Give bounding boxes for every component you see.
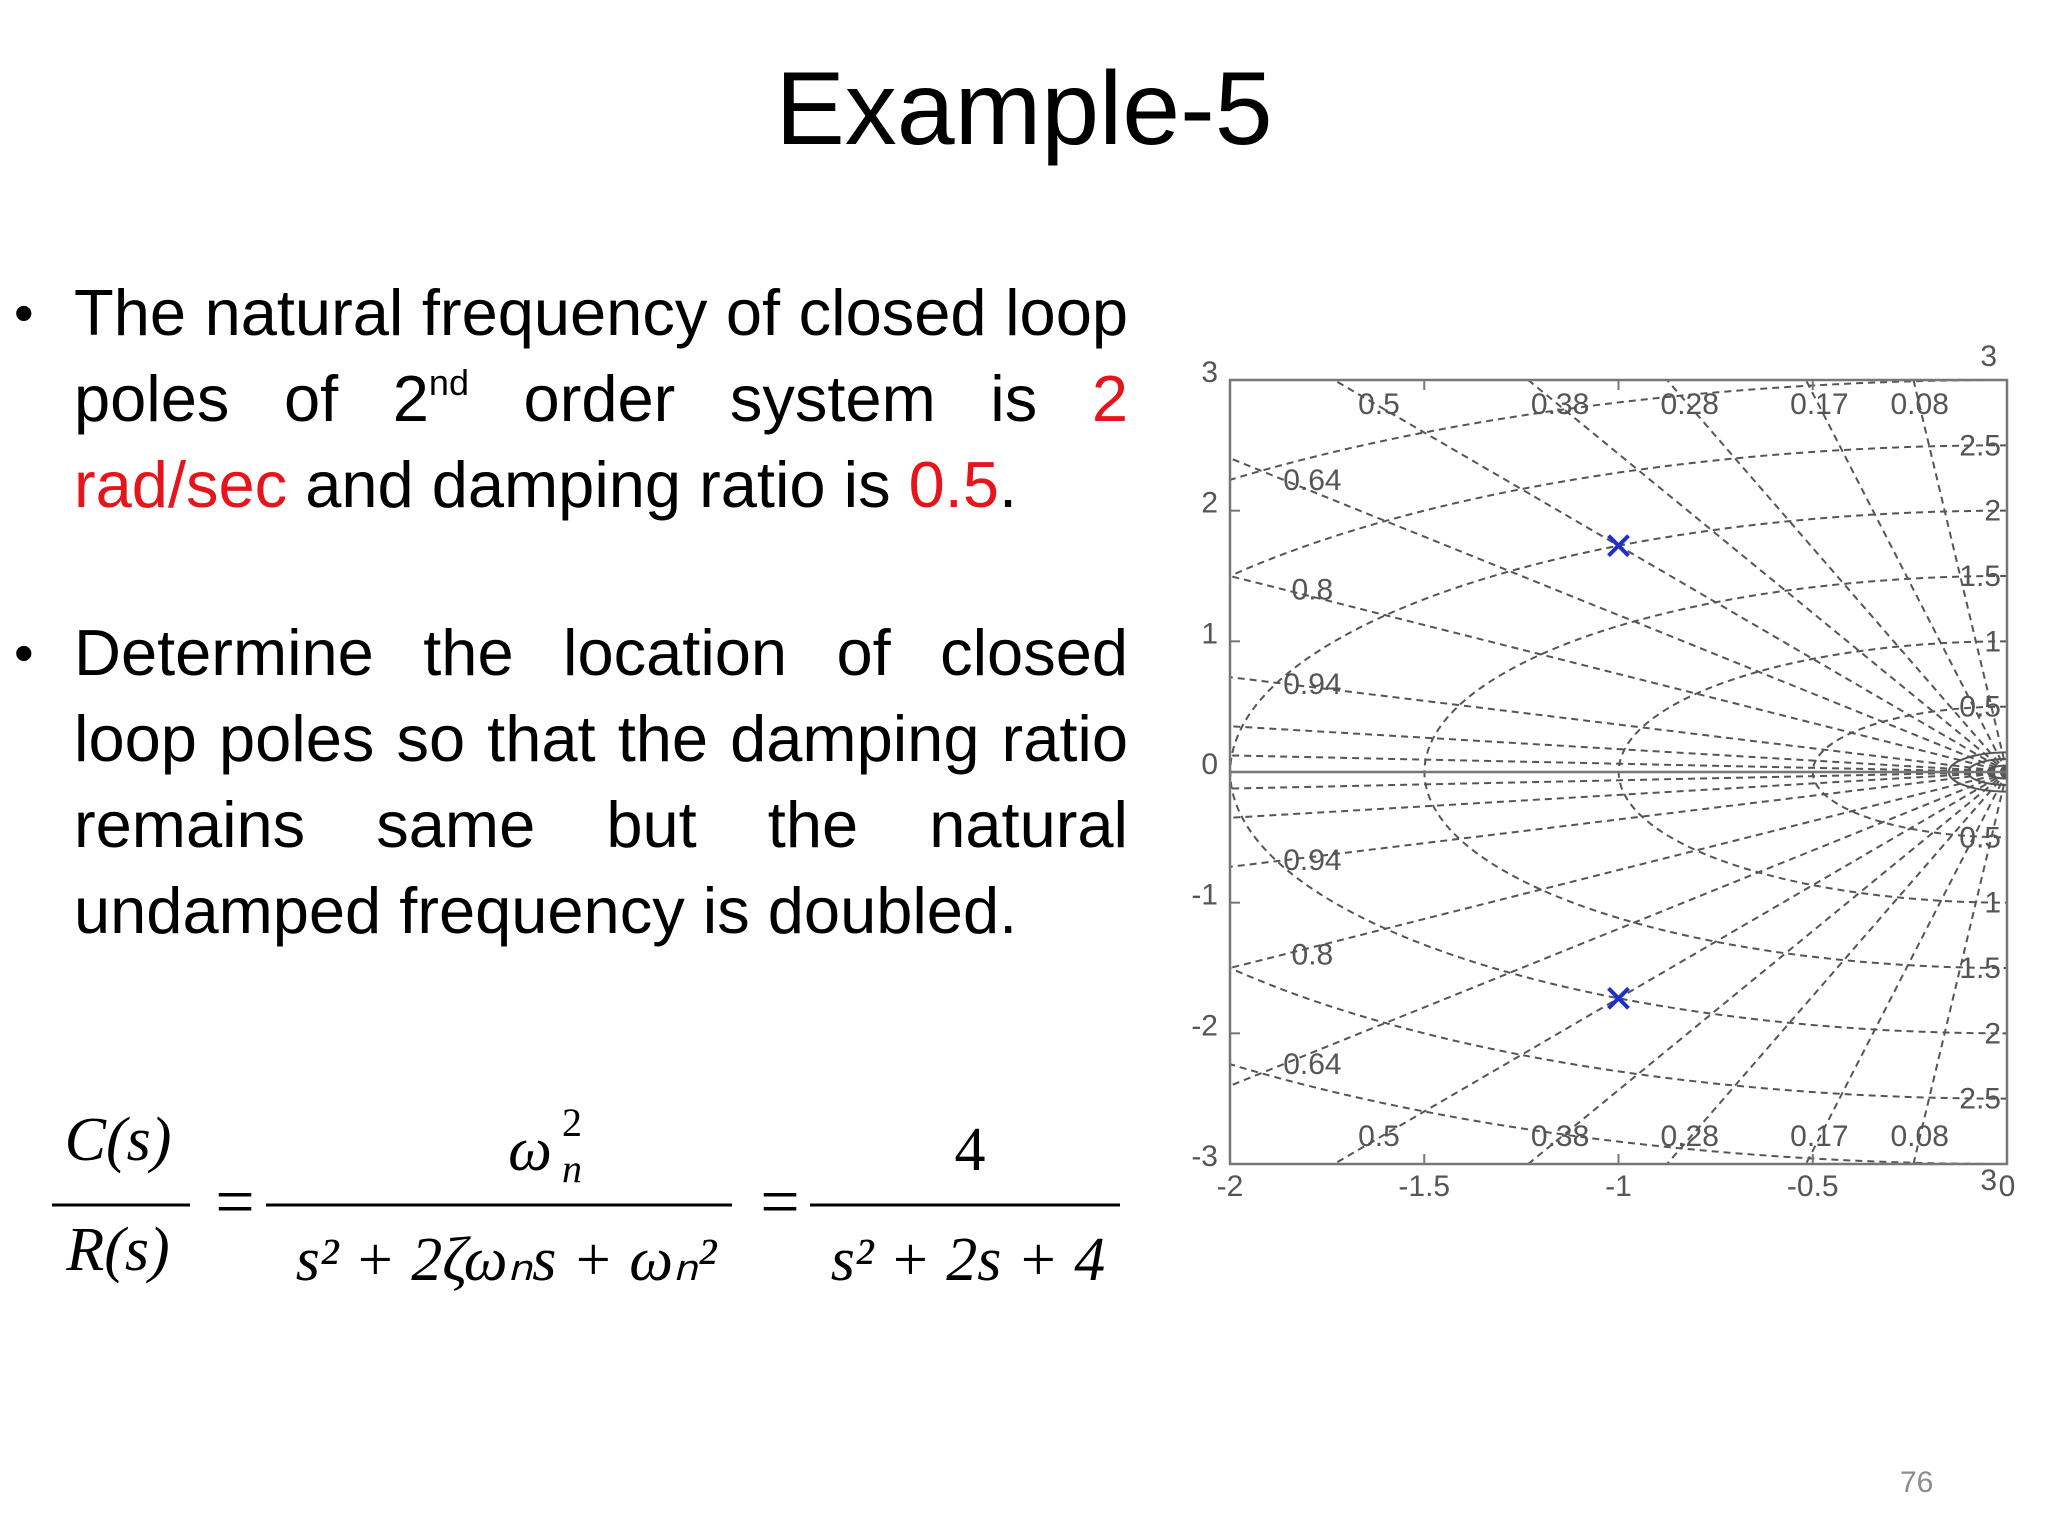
pole-marker (1607, 986, 1630, 1010)
damping-label-left: 0.8 (1292, 574, 1334, 607)
damping-label-left: 0.8 (1292, 938, 1334, 971)
damping-ratio-line (1230, 771, 2007, 1087)
damping-label-bottom: 0.08 (1891, 1120, 1949, 1153)
damping-label-bottom: 0.5 (1358, 1120, 1400, 1153)
highlight-damping: 0.5 (908, 448, 999, 521)
wn-label-top: 3 (1980, 340, 1997, 373)
rhs-denominator: s² + 2s + 4 (831, 1226, 1106, 1294)
bullet-text: Determine the location of closed loop po… (74, 616, 1128, 947)
rhs-numerator: 4 (955, 1116, 986, 1184)
bullet-dot: • (14, 281, 34, 344)
page-number: 76 (1900, 1466, 1934, 1499)
mid-numerator-sub: n (562, 1146, 582, 1191)
wn-label: 2.5 (1959, 1083, 2001, 1116)
damping-ratio-line (1230, 771, 2007, 868)
bullet-text: and damping ratio is (287, 448, 909, 521)
lhs-denominator: R(s) (65, 1216, 169, 1284)
damping-label-bottom: 0.17 (1790, 1120, 1848, 1153)
x-tick-label: 0 (1999, 1170, 2016, 1203)
x-tick-label: -0.5 (1787, 1170, 1839, 1203)
plot-labels: -2 -1.5 -1 -0.5 0-3-2-101230.50.50.380.380.2… (1191, 340, 2015, 1203)
wn-label: 0.5 (1959, 821, 2001, 854)
damping-label-top: 0.38 (1531, 388, 1589, 421)
damping-ratio-line (1230, 754, 2007, 773)
damping-label-bottom: 0.28 (1661, 1120, 1719, 1153)
damping-ratio-line (1230, 771, 2007, 819)
y-tick-label: 3 (1201, 356, 1218, 389)
bullet-list: • The natural frequency of closed loop p… (10, 270, 1128, 1036)
pole-marker (1607, 534, 1630, 558)
pole-marker-stroke (1607, 986, 1630, 1010)
highlight-frequency: 2 rad/sec (74, 362, 1128, 521)
equals-sign-1: = (215, 1164, 254, 1241)
x-tick-label: -2 (1217, 1170, 1244, 1203)
y-tick-label: -3 (1191, 1140, 1218, 1173)
damping-label-left: 0.94 (1283, 844, 1341, 877)
mid-numerator-sup: 2 (562, 1100, 582, 1145)
bullet-task: • Determine the location of closed loop … (10, 610, 1128, 954)
damping-ratio-line (1526, 771, 2007, 1164)
y-tick-label: -2 (1191, 1009, 1218, 1042)
bullet-dot: • (14, 621, 34, 684)
pole-markers (1607, 534, 1630, 1010)
damping-label-bottom: 0.38 (1531, 1120, 1589, 1153)
lhs-numerator: C(s) (65, 1106, 172, 1174)
bullet-text: . (998, 448, 1018, 521)
mid-numerator-omega: ω (508, 1116, 552, 1184)
wn-label: 2 (1984, 1017, 2001, 1050)
mid-denominator: s² + 2ζωₙs + ωₙ² (296, 1226, 718, 1294)
damping-label-left: 0.64 (1283, 464, 1341, 497)
damping-label-left: 0.64 (1283, 1048, 1341, 1081)
wn-label: 2 (1984, 495, 2001, 528)
slide-title: Example-5 (775, 51, 1273, 167)
wn-label: 1.5 (1959, 952, 2001, 985)
y-tick-label: 1 (1201, 617, 1218, 650)
damping-ratio-line (1230, 771, 2007, 970)
damping-ratio-line (1230, 771, 2007, 790)
natural-frequency-circle (1230, 380, 2007, 1164)
bullet-text: The natural frequency of closed loop pol… (74, 276, 1128, 435)
bullet-text: order system is (468, 362, 1092, 435)
wn-label: 1 (1984, 887, 2001, 920)
wn-label-bottom: 3 (1980, 1164, 1997, 1197)
damping-ratio-line (1665, 771, 2007, 1164)
y-tick-label: 2 (1201, 487, 1218, 520)
damping-label-top: 0.28 (1661, 388, 1719, 421)
wn-label: 1.5 (1959, 560, 2001, 593)
damping-label-top: 0.17 (1790, 388, 1848, 421)
natural-frequency-circle (1230, 444, 2007, 1100)
wn-label: 0.5 (1959, 691, 2001, 724)
bullet-natural-frequency: • The natural frequency of closed loop p… (10, 270, 1128, 528)
pole-marker-stroke (1607, 534, 1630, 558)
x-tick-label: -1 (1605, 1170, 1632, 1203)
plot-axes (1228, 378, 2009, 1166)
wn-label: 1 (1984, 625, 2001, 658)
root-locus-sgrid-plot: -2 -1.5 -1 -0.5 0 -3 -2 -1 0 1 2 3 0.5 0.5 0.38 0.38 0.2… (1180, 330, 2040, 1230)
y-tick-label: 0 (1201, 748, 1218, 781)
damping-label-top: 0.08 (1891, 388, 1949, 421)
y-tick-label: -1 (1191, 879, 1218, 912)
wn-label: 2.5 (1959, 429, 2001, 462)
damping-ratio-line (1230, 574, 2007, 773)
damping-label-top: 0.5 (1358, 388, 1400, 421)
transfer-function-equation: C(s) R(s) = ω n 2 s² + 2ζωₙs + ωₙ² = 4 s… (40, 1100, 1160, 1320)
equals-sign-2: = (760, 1164, 799, 1241)
superscript-nd: nd (428, 362, 469, 403)
damping-ratio-line (1230, 725, 2007, 773)
damping-ratio-line (1665, 380, 2007, 773)
damping-ratio-line (1230, 457, 2007, 773)
damping-label-left: 0.94 (1283, 668, 1341, 701)
x-tick-label: -1.5 (1398, 1170, 1450, 1203)
